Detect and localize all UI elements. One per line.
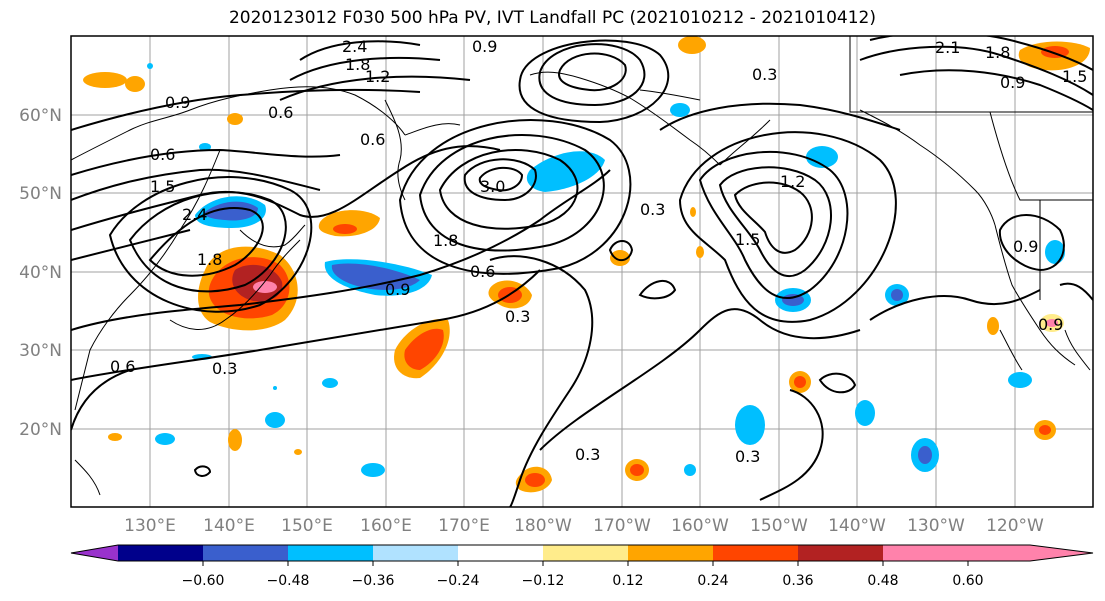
- contour-label: 1.5: [735, 230, 760, 249]
- lat-label: 20°N: [19, 420, 62, 440]
- colorbar-tick-label: 0.24: [697, 573, 728, 589]
- contour-label: 0.6: [360, 130, 385, 149]
- contour-labels: 2.4 0.9 1.8 1.2 0.9 0.6 0.6 0.6 1.5 2.4 …: [110, 37, 1087, 466]
- colorbar-outline: [70, 544, 1094, 562]
- contour-label: 3.0: [480, 177, 505, 196]
- contour-label: 0.9: [1038, 315, 1063, 334]
- lat-label: 30°N: [19, 341, 62, 361]
- colorbar-segment: [288, 545, 373, 561]
- contour-label: 0.6: [150, 145, 175, 164]
- colorbar-tick-label: 0.12: [612, 573, 643, 589]
- lon-label: 160°W: [671, 516, 729, 536]
- lon-label: 180°W: [514, 516, 572, 536]
- colorbar-tick-label: −0.36: [352, 573, 395, 589]
- colorbar-segment: [543, 545, 628, 561]
- lon-label: 140°E: [203, 516, 255, 536]
- contour-label: 1.8: [345, 55, 370, 74]
- contour-label: 0.9: [385, 280, 410, 299]
- contour-label: 0.6: [470, 262, 495, 281]
- colorbar: −0.60 −0.48 −0.36 −0.24 −0.12 0.12 0.24 …: [70, 544, 1094, 589]
- lon-label: 130°E: [124, 516, 176, 536]
- lon-label: 160°E: [360, 516, 412, 536]
- colorbar-segment: [118, 545, 203, 561]
- lon-label: 170°E: [438, 516, 490, 536]
- contour-label: 0.3: [505, 307, 530, 326]
- colorbar-segment: [203, 545, 288, 561]
- colorbar-tick-label: 0.48: [867, 573, 898, 589]
- contour-label: 1.8: [985, 43, 1010, 62]
- map-title: 2020123012 F030 500 hPa PV, IVT Landfall…: [228, 8, 876, 28]
- lat-label: 40°N: [19, 263, 62, 283]
- coastlines: [71, 36, 1093, 496]
- latitude-labels: 60°N 50°N 40°N 30°N 20°N: [19, 106, 62, 440]
- colorbar-segment: [628, 545, 713, 561]
- plot-frame: [70, 35, 1094, 508]
- contour-label: 1.2: [365, 67, 390, 86]
- contour-label: 0.3: [752, 65, 777, 84]
- contour-label: 1.5: [1062, 67, 1087, 86]
- lon-label: 170°W: [593, 516, 651, 536]
- colorbar-tick-label: −0.60: [182, 573, 225, 589]
- lon-label: 140°W: [828, 516, 886, 536]
- lon-label: 150°E: [281, 516, 333, 536]
- contour-label: 1.8: [433, 231, 458, 250]
- contour-label: 0.6: [268, 103, 293, 122]
- contour-label: 1.5: [150, 177, 175, 196]
- colorbar-segment: [798, 545, 883, 561]
- contour-label: 2.1: [935, 38, 960, 57]
- contour-label: 0.9: [1013, 237, 1038, 256]
- colorbar-segment: [71, 545, 118, 561]
- contour-label: 2.4: [182, 205, 207, 224]
- lon-label: 120°W: [986, 516, 1044, 536]
- colorbar-segment: [458, 545, 543, 561]
- ivt-shading: [83, 36, 1090, 493]
- colorbar-tick-label: 0.36: [782, 573, 813, 589]
- lon-label: 150°W: [750, 516, 808, 536]
- contour-label: 0.9: [472, 37, 497, 56]
- colorbar-tick-label: 0.60: [952, 573, 983, 589]
- colorbar-tick-label: −0.12: [522, 573, 565, 589]
- lat-label: 50°N: [19, 184, 62, 204]
- contour-label: 0.6: [110, 357, 135, 376]
- contour-label: 0.3: [735, 447, 760, 466]
- colorbar-tick-label: −0.24: [437, 573, 480, 589]
- lon-label: 130°W: [907, 516, 965, 536]
- contour-label: 0.3: [640, 200, 665, 219]
- contour-label: 0.3: [575, 445, 600, 464]
- colorbar-segment: [373, 545, 458, 561]
- contour-label: 2.4: [342, 37, 367, 56]
- contour-label: 0.9: [165, 93, 190, 112]
- lat-label: 60°N: [19, 106, 62, 126]
- contour-label: 0.3: [212, 359, 237, 378]
- colorbar-segment: [713, 545, 798, 561]
- longitude-labels: 130°E 140°E 150°E 160°E 170°E 180°W 170°…: [124, 516, 1044, 536]
- pv-contours: [71, 36, 1093, 507]
- colorbar-segment: [883, 545, 1093, 561]
- contour-label: 1.2: [780, 172, 805, 191]
- contour-label: 0.9: [1000, 73, 1025, 92]
- contour-label: 1.8: [197, 250, 222, 269]
- colorbar-tick-label: −0.48: [267, 573, 310, 589]
